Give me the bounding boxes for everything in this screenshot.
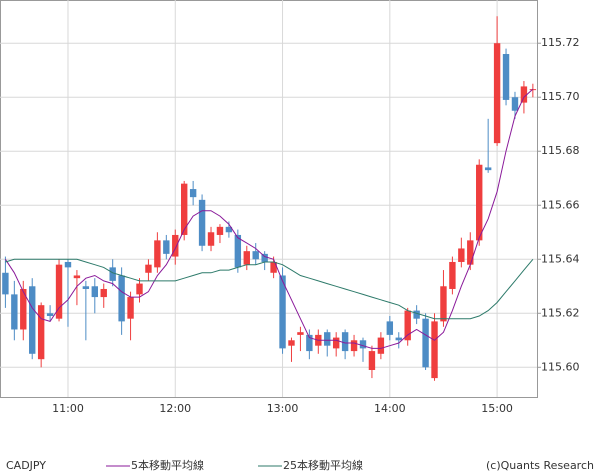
candle-body	[29, 286, 36, 354]
candle-body	[46, 313, 54, 316]
candle-body	[109, 267, 116, 281]
y-tick-label: 115.70	[541, 90, 580, 103]
y-tick-label: 115.60	[541, 360, 580, 373]
candle-body	[55, 264, 63, 319]
x-tick-label: 13:00	[267, 402, 299, 415]
candle-body	[368, 351, 376, 370]
candle-body	[467, 240, 474, 265]
candle-body	[216, 226, 224, 235]
candle-body	[252, 251, 259, 260]
ma-line	[4, 88, 534, 349]
candle-body	[458, 248, 465, 262]
candle-body	[511, 97, 519, 111]
candle-body	[73, 275, 81, 279]
candle-body	[520, 86, 528, 103]
candle-body	[377, 337, 385, 354]
candle-body	[279, 275, 286, 349]
candle-body	[350, 340, 358, 352]
y-tick-label: 115.68	[541, 144, 580, 157]
ma-line	[5, 258, 534, 320]
candle-body	[332, 337, 340, 349]
candle-body	[404, 310, 411, 341]
candle-body	[198, 199, 206, 246]
candle-body	[20, 288, 27, 330]
y-tick-label: 115.72	[541, 36, 580, 49]
candle-body	[2, 272, 9, 295]
candle-body	[207, 232, 215, 246]
candle-body	[484, 167, 492, 171]
candle-body	[413, 310, 420, 319]
candle-body	[359, 340, 367, 349]
candle-body	[502, 54, 510, 100]
y-tick-label: 115.66	[541, 198, 580, 211]
y-tick-label: 115.64	[541, 252, 580, 265]
candle-body	[386, 321, 394, 335]
candle-body	[431, 321, 438, 379]
plot-frame	[0, 0, 538, 398]
credit: (c)Quants Research	[486, 459, 594, 472]
x-tick-label: 14:00	[374, 402, 406, 415]
candle-body	[172, 234, 179, 257]
candle-body	[270, 261, 277, 273]
legend-label: 5本移動平均線	[131, 458, 204, 472]
candle-body	[324, 332, 331, 346]
candle-body	[163, 240, 170, 254]
candle-body	[127, 297, 134, 319]
candle-body	[37, 305, 45, 360]
candle-body	[297, 332, 304, 335]
x-tick-label: 11:00	[52, 402, 84, 415]
candle-body	[243, 251, 250, 265]
candle-body	[341, 332, 349, 352]
candle-body	[440, 286, 447, 322]
candle-body	[395, 337, 402, 341]
candle-body	[118, 275, 125, 322]
candle-body	[64, 261, 72, 268]
candle-body	[136, 283, 143, 295]
candle-body	[154, 240, 161, 268]
y-tick-label: 115.62	[541, 306, 580, 319]
candle-body	[145, 264, 152, 273]
candle-body	[449, 261, 456, 289]
candle-body	[422, 318, 429, 368]
candle-body	[476, 164, 483, 241]
candle-body	[181, 183, 188, 235]
x-tick-label: 15:00	[481, 402, 513, 415]
candle-body	[11, 294, 18, 330]
candle-body	[306, 334, 313, 352]
candle-body	[189, 189, 197, 198]
candle-body	[288, 340, 295, 346]
candle-body	[493, 43, 501, 144]
candle-body	[82, 286, 90, 289]
symbol: CADJPY	[6, 459, 46, 472]
candle-body	[261, 253, 268, 262]
x-tick-label: 12:00	[159, 402, 191, 415]
candle-body	[100, 288, 107, 298]
candle-body	[91, 286, 98, 298]
candle-body	[225, 226, 233, 233]
candle-body	[234, 234, 242, 268]
legend-label: 25本移動平均線	[283, 458, 363, 472]
